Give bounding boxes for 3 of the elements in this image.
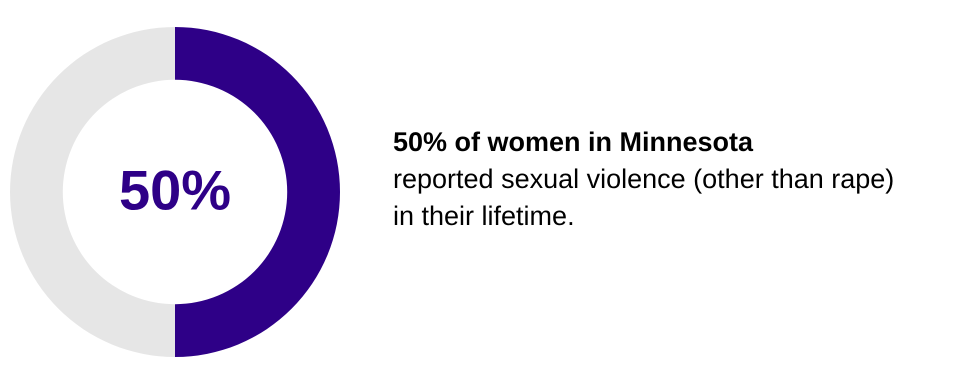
data-label: 50% [118,158,232,222]
text: reported sexual violence (other than rape) in their lifetime. [393,163,896,233]
text: 50% of women in Minnesota [393,126,754,159]
